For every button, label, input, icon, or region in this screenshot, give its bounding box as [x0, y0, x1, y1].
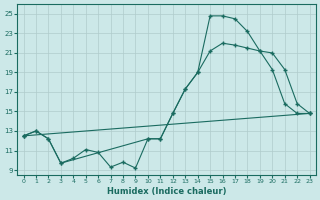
- X-axis label: Humidex (Indice chaleur): Humidex (Indice chaleur): [107, 187, 226, 196]
